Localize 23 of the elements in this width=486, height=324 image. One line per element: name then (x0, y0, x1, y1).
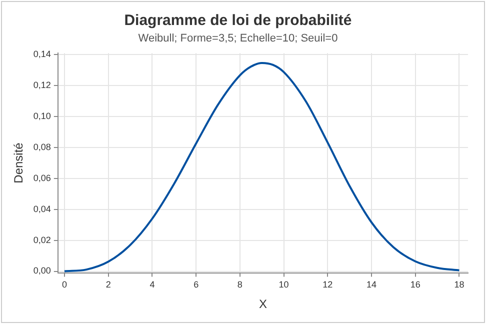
y-axis-title: Densité (12, 142, 26, 184)
chart-title: Diagramme de loi de probabilité (124, 12, 352, 30)
y-tick-label: 0,04 (33, 204, 51, 214)
y-tick-label: 0,12 (33, 80, 51, 90)
x-tick-label: 2 (106, 280, 111, 290)
y-tick-label: 0,08 (33, 142, 51, 152)
y-tick-label: 0,00 (33, 266, 51, 276)
x-tick-label: 8 (237, 280, 242, 290)
x-tick-label: 6 (194, 280, 199, 290)
y-tick-label: 0,10 (33, 111, 51, 122)
x-axis-title: X (258, 297, 267, 312)
y-tick-label: 0,02 (33, 234, 51, 245)
x-tick-label: 0 (62, 280, 68, 290)
x-tick-label: 12 (322, 280, 333, 290)
x-tick-label: 4 (150, 280, 155, 290)
x-tick-label: 10 (278, 280, 289, 290)
chart-subtitle: Weibull; Forme=3,5; Echelle=10; Seuil=0 (138, 32, 338, 45)
line-series (63, 62, 460, 272)
y-tick-label: 0,14 (33, 49, 51, 60)
x-tick-label: 14 (366, 280, 377, 290)
y-tick-label: 0,06 (33, 172, 51, 183)
x-tick-label: 18 (454, 280, 464, 290)
x-tick-label: 16 (410, 280, 420, 290)
